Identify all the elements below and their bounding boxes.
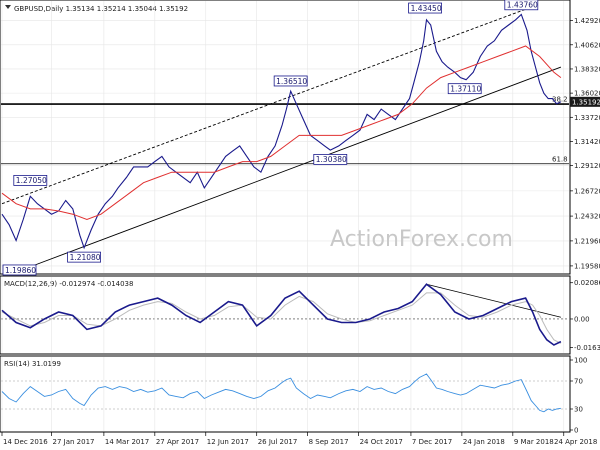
macd-y-axis: 0.020861 0.00 -0.016357 bbox=[570, 279, 600, 352]
ma-series-line bbox=[1, 45, 562, 221]
macd-y-tick-label: 0.020861 bbox=[574, 279, 600, 287]
rsi-y-tick-label: 100 bbox=[574, 357, 587, 365]
price-y-tick-label: 1.38320 bbox=[574, 65, 600, 73]
x-tick-label: 24 Jan 2018 bbox=[463, 438, 505, 446]
x-tick-label: 12 Jun 2017 bbox=[207, 438, 249, 446]
last-price-label: 1.35192 bbox=[572, 99, 600, 107]
price-label-box bbox=[447, 83, 482, 95]
price-series-group bbox=[1, 13, 562, 250]
x-tick-label: 14 Mar 2017 bbox=[105, 438, 149, 446]
price-label-text: 1.43760 bbox=[507, 1, 538, 10]
macd-y-tick-label: 0.00 bbox=[574, 315, 590, 323]
price-label-boxes: 1.19860 1.27050 1.21080 1.36510 1.30380 1.434… bbox=[2, 0, 539, 276]
collapse-triangle-icon bbox=[5, 5, 11, 9]
watermark: ActionForex.com bbox=[330, 227, 513, 252]
rsi-y-tick-label: 0 bbox=[574, 427, 578, 435]
price-label-text: 1.37110 bbox=[450, 84, 481, 93]
rsi-series-group bbox=[1, 373, 561, 413]
price-label-box bbox=[67, 251, 101, 263]
price-label-text: 1.21080 bbox=[70, 253, 101, 262]
price-gridlines bbox=[1, 1, 569, 273]
price-label-box bbox=[408, 2, 442, 14]
x-tick-label: 8 Sep 2017 bbox=[309, 438, 349, 446]
price-y-tick-label: 1.31420 bbox=[574, 138, 600, 146]
last-price-marker bbox=[570, 96, 600, 107]
price-label-box bbox=[313, 153, 348, 165]
macd-series-group bbox=[1, 283, 562, 346]
price-y-tick-label: 1.19580 bbox=[574, 262, 600, 270]
price-y-tick-label: 1.24320 bbox=[574, 213, 600, 221]
x-tick-label: 26 Jul 2017 bbox=[258, 438, 298, 446]
macd-panel-frame bbox=[0, 275, 571, 355]
x-tick-label: 14 Dec 2016 bbox=[3, 438, 48, 446]
price-panel-frame bbox=[0, 0, 571, 275]
price-y-tick-label: 1.40620 bbox=[574, 41, 600, 49]
price-y-tick-label: 1.33720 bbox=[574, 114, 600, 122]
price-label-box bbox=[273, 75, 308, 87]
price-trendlines bbox=[1, 8, 562, 268]
price-y-tick-label: 1.29120 bbox=[574, 162, 600, 170]
price-label-text: 1.30380 bbox=[316, 155, 347, 164]
price-y-tick-label: 1.26720 bbox=[574, 187, 600, 195]
price-panel: GBPUSD,Daily 1.35134 1.35214 1.35044 1.3… bbox=[0, 0, 571, 276]
price-label-text: 1.19860 bbox=[5, 266, 36, 275]
price-label-text: 1.36510 bbox=[276, 77, 307, 86]
rsi-y-tick-label: 70 bbox=[574, 378, 583, 386]
macd-gridlines bbox=[1, 277, 569, 353]
fib-61-8-label: 61.8 bbox=[552, 156, 568, 164]
rsi-panel-frame bbox=[0, 355, 571, 433]
price-label-text: 1.43450 bbox=[411, 4, 442, 13]
macd-series-line bbox=[1, 283, 562, 346]
x-tick-label: 27 Jan 2017 bbox=[53, 438, 95, 446]
rsi-y-axis: 100 70 30 0 bbox=[570, 357, 587, 435]
price-y-tick-label: 1.21960 bbox=[574, 237, 600, 245]
macd-trendlines bbox=[426, 283, 562, 318]
rsi-y-tick-label: 30 bbox=[574, 406, 583, 414]
x-tick-label: 24 Apr 2018 bbox=[554, 438, 597, 446]
x-tick-label: 24 Oct 2017 bbox=[360, 438, 403, 446]
macd-panel-title: MACD(12,26,9) -0.012974 -0.014038 bbox=[4, 280, 133, 288]
rsi-panel: RSI(14) 31.0199 bbox=[0, 355, 571, 433]
price-label-box bbox=[2, 264, 37, 276]
price-label-box bbox=[504, 0, 539, 11]
macd-panel: MACD(12,26,9) -0.012974 -0.014038 bbox=[0, 275, 571, 355]
channel-upper bbox=[1, 8, 526, 205]
price-y-axis: 1.42920 1.40620 1.38320 1.36020 1.33720 1.314… bbox=[570, 17, 600, 270]
macd-y-tick-label: -0.016357 bbox=[574, 344, 600, 352]
x-tick-label: 7 Dec 2017 bbox=[412, 438, 452, 446]
x-tick-label: 27 Apr 2017 bbox=[156, 438, 199, 446]
fib-38-2-label: 38.2 bbox=[552, 96, 568, 104]
price-panel-title: GBPUSD,Daily 1.35134 1.35214 1.35044 1.3… bbox=[14, 5, 188, 13]
price-y-tick-label: 1.36020 bbox=[574, 90, 600, 98]
price-y-tick-label: 1.42920 bbox=[574, 17, 600, 25]
rsi-panel-title: RSI(14) 31.0199 bbox=[4, 360, 61, 368]
price-series-line bbox=[1, 13, 562, 250]
x-axis: 14 Dec 2016 27 Jan 2017 14 Mar 2017 27 Apr … bbox=[1, 432, 597, 446]
price-label-text: 1.27050 bbox=[16, 176, 47, 185]
price-level-lines: 61.8 38.2 bbox=[1, 96, 569, 165]
macd-trendline bbox=[426, 283, 562, 318]
rsi-series-line bbox=[1, 373, 561, 413]
channel-lower bbox=[30, 66, 562, 268]
price-label-box bbox=[13, 174, 48, 186]
x-tick-label: 9 Mar 2018 bbox=[514, 438, 554, 446]
